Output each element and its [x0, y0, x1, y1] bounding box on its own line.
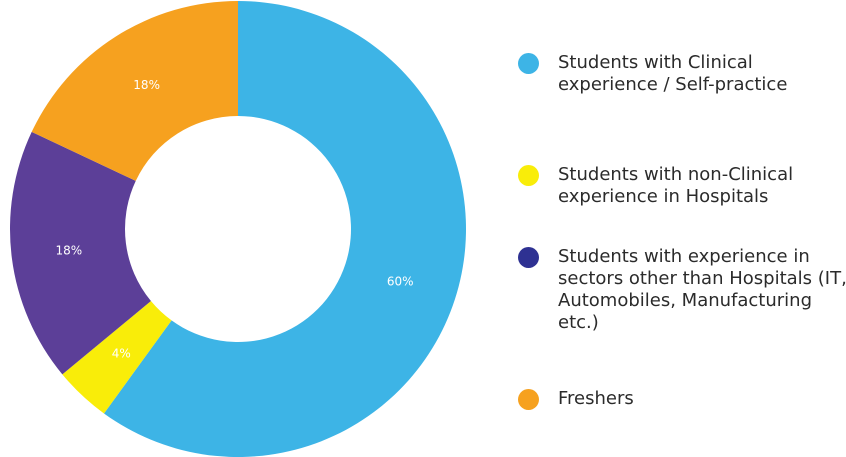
slice-label-freshers: 18%: [133, 78, 160, 92]
slice-label-non-clinical: 4%: [112, 346, 131, 360]
slice-clinical: [103, 1, 467, 457]
legend-swatch-non-clinical: [518, 165, 539, 186]
legend-swatch-clinical: [518, 53, 539, 74]
legend-item-freshers: Freshers: [518, 388, 846, 410]
slice-other-sectors: [9, 131, 151, 375]
slice-freshers: [31, 1, 238, 181]
donut-chart: 60% 4% 18% 18%: [9, 1, 467, 457]
legend-item-other-sectors: Students with experience in sectors othe…: [518, 246, 846, 334]
slice-non-clinical: [62, 301, 172, 414]
chart-legend: Students with Clinical experience / Self…: [518, 0, 846, 457]
legend-label-freshers: Freshers: [558, 388, 634, 409]
legend-label-clinical: Students with Clinical experience / Self…: [558, 52, 788, 95]
legend-swatch-other-sectors: [518, 247, 539, 268]
legend-swatch-freshers: [518, 389, 539, 410]
slice-label-clinical: 60%: [387, 275, 414, 289]
legend-item-clinical: Students with Clinical experience / Self…: [518, 52, 846, 96]
slice-label-other-sectors: 18%: [56, 243, 83, 257]
legend-item-non-clinical: Students with non-Clinical experience in…: [518, 164, 846, 208]
legend-label-non-clinical: Students with non-Clinical experience in…: [558, 164, 794, 207]
legend-label-other-sectors: Students with experience in sectors othe…: [558, 246, 846, 333]
